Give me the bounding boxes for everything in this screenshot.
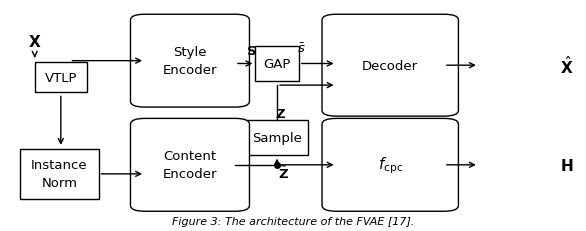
Text: $\mathbf{X}$: $\mathbf{X}$ xyxy=(28,34,42,50)
Text: $\mathbf{H}$: $\mathbf{H}$ xyxy=(560,157,573,173)
Text: Instance
Norm: Instance Norm xyxy=(31,159,88,190)
Text: $f_{\mathrm{cpc}}$: $f_{\mathrm{cpc}}$ xyxy=(377,155,403,175)
FancyBboxPatch shape xyxy=(322,15,458,117)
Text: Decoder: Decoder xyxy=(362,59,418,72)
Text: $\bar{s}$: $\bar{s}$ xyxy=(297,42,306,56)
Text: $\mathbf{S}$: $\mathbf{S}$ xyxy=(246,45,257,58)
Text: GAP: GAP xyxy=(263,58,291,71)
FancyBboxPatch shape xyxy=(131,119,250,211)
Bar xyxy=(247,120,308,155)
Bar xyxy=(255,47,299,82)
Text: VTLP: VTLP xyxy=(45,71,77,84)
Text: Content
Encoder: Content Encoder xyxy=(163,150,217,181)
Bar xyxy=(35,63,87,93)
Bar xyxy=(20,149,98,199)
Text: $\tilde{\mathbf{Z}}$: $\tilde{\mathbf{Z}}$ xyxy=(278,165,289,181)
Text: $\hat{\mathbf{X}}$: $\hat{\mathbf{X}}$ xyxy=(560,55,574,77)
Text: Style
Encoder: Style Encoder xyxy=(163,46,217,77)
FancyBboxPatch shape xyxy=(131,15,250,108)
Text: Sample: Sample xyxy=(252,131,302,144)
Text: $\mathbf{Z}$: $\mathbf{Z}$ xyxy=(275,108,286,121)
Text: Figure 3: The architecture of the FVAE [17].: Figure 3: The architecture of the FVAE [… xyxy=(172,216,414,226)
FancyBboxPatch shape xyxy=(322,119,458,211)
